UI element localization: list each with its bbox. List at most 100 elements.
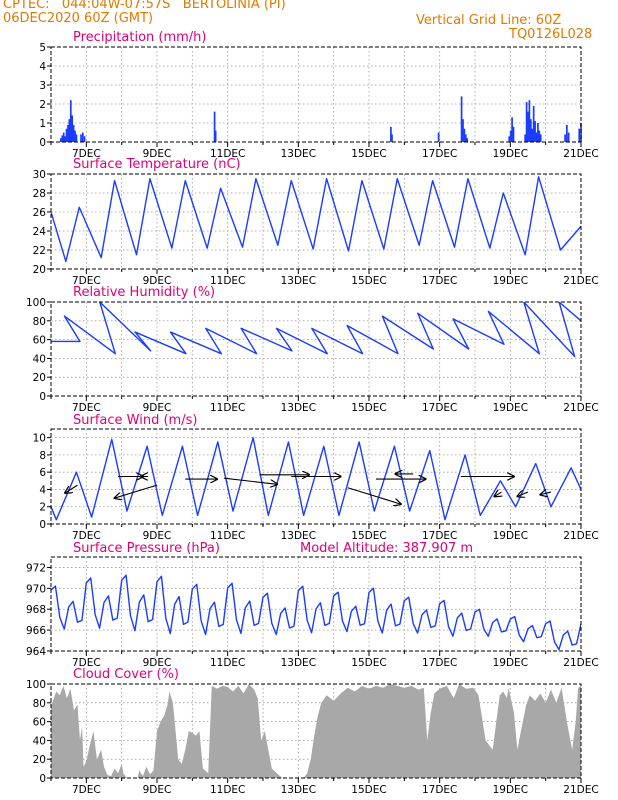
precip-bar [213,111,216,142]
y-tick-label: 80 [33,698,46,710]
y-tick-label: 0 [39,773,46,785]
y-tick-label: 60 [33,717,46,729]
y-tick-label: 1 [39,118,46,130]
precip-bar [566,124,568,142]
precip-bar [539,134,542,142]
y-tick-label: 972 [26,562,46,574]
y-tick-label: 0 [39,137,46,149]
precip-bar [437,132,440,142]
y-tick-label: 28 [33,188,46,200]
x-tick-label: 7DEC [72,275,101,287]
y-tick-label: 24 [33,226,47,238]
x-tick-label: 9DEC [143,402,172,414]
x-tick-label: 7DEC [72,784,101,796]
precip-bar [65,128,68,142]
x-tick-label: 19DEC [493,657,528,669]
y-tick-label: 22 [33,245,46,257]
wind-arrow [65,484,78,493]
wind-speed-line [51,436,581,521]
y-tick-label: 5 [39,42,46,54]
x-tick-label: 7DEC [72,657,101,669]
x-tick-label: 19DEC [493,530,528,542]
precip-bar [537,123,539,142]
precip-bar [390,126,392,142]
x-tick-label: 11DEC [210,148,245,160]
precipitation-title: Precipitation (mm/h) [73,30,206,45]
precip-bar [538,130,541,142]
precip-bar [64,136,66,142]
x-tick-label: 21DEC [563,275,598,287]
x-tick-label: 17DEC [422,402,457,414]
x-tick-label: 15DEC [351,784,386,796]
wind-arrow [540,492,552,495]
x-tick-label: 19DEC [493,402,528,414]
precip-bar [532,105,535,142]
precip-bar [61,135,64,142]
x-tick-label: 15DEC [351,530,386,542]
precip-bar [528,100,531,142]
y-tick-label: 964 [26,646,46,658]
x-tick-label: 21DEC [563,402,598,414]
x-tick-label: 7DEC [72,148,101,160]
header-line-1: CPTEC: 044:04W-07:57S BERTOLINIA (PI) [3,0,286,12]
x-tick-label: 13DEC [281,148,316,160]
precip-bar [509,130,512,142]
precip-bar [83,136,86,142]
precip-bar [214,130,217,142]
x-tick-label: 11DEC [210,784,245,796]
wind-arrow [347,487,401,504]
y-tick-label: 2 [39,99,46,111]
x-tick-label: 13DEC [281,530,316,542]
x-tick-label: 19DEC [493,148,528,160]
precip-bar [391,134,393,142]
precip-bar [62,132,65,142]
y-tick-label: 2 [39,502,46,514]
precip-bar [527,111,529,142]
y-tick-label: 6 [39,467,46,479]
y-tick-label: 60 [33,335,46,347]
y-tick-label: 80 [33,316,46,328]
precipitation-panel: Precipitation (mm/h) 0 1 2 3 4 5 7DEC 9DEC 11DEC… [39,30,598,160]
plot-frame [50,301,582,397]
precip-bar [460,96,463,142]
x-tick-label: 11DEC [210,530,245,542]
wind-title: Surface Wind (m/s) [73,413,197,428]
vertical-grid-label: Vertical Grid Line: 60Z [416,13,562,28]
y-tick-label: 8 [39,450,46,462]
wind-panel: Surface Wind (m/s) 0 2 4 6 8 10 7DEC 9DEC 11DEC 1… [33,413,599,542]
x-tick-label: 15DEC [351,275,386,287]
y-tick-label: 100 [26,297,46,309]
y-tick-label: 20 [33,754,46,766]
x-tick-label: 9DEC [143,784,172,796]
precip-bar [466,138,469,142]
x-tick-label: 17DEC [422,275,457,287]
precip-bar [60,138,62,142]
x-tick-label: 21DEC [563,530,598,542]
x-tick-label: 13DEC [281,784,316,796]
x-tick-label: 13DEC [281,275,316,287]
precip-bar [68,119,71,142]
precip-bar [462,119,464,142]
x-tick-label: 15DEC [351,402,386,414]
precip-bar [72,124,75,142]
precip-bar [463,128,466,142]
precip-bar [71,115,74,142]
temperature-title: Surface Temperature (nC) [73,157,241,172]
y-tick-label: 20 [33,372,46,384]
y-tick-label: 0 [39,391,46,403]
plot-frame [50,173,582,270]
x-tick-label: 9DEC [143,148,172,160]
x-tick-label: 7DEC [72,530,101,542]
x-tick-label: 17DEC [422,784,457,796]
y-tick-label: 3 [39,80,46,92]
y-tick-label: 0 [39,519,46,531]
x-tick-label: 21DEC [563,148,598,160]
x-tick-label: 13DEC [281,402,316,414]
header-line-2: 06DEC2020 60Z (GMT) [3,11,154,26]
y-tick-label: 4 [39,61,46,73]
x-tick-label: 17DEC [422,148,457,160]
y-tick-label: 20 [33,264,46,276]
precip-bar [74,130,76,142]
x-tick-label: 9DEC [143,275,172,287]
